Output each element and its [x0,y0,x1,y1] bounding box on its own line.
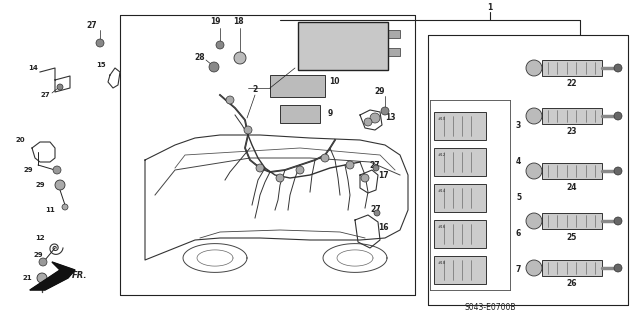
Circle shape [614,112,622,120]
FancyBboxPatch shape [542,213,602,229]
Text: S043-E0700B: S043-E0700B [464,303,516,313]
Circle shape [256,164,264,172]
Circle shape [374,210,380,216]
Text: 2: 2 [252,85,258,94]
Text: 21: 21 [22,275,32,281]
Circle shape [526,163,542,179]
Circle shape [53,166,61,174]
Text: 13: 13 [385,114,396,122]
FancyBboxPatch shape [280,105,320,123]
FancyBboxPatch shape [434,220,486,248]
Circle shape [62,204,68,210]
Text: 27: 27 [371,205,381,214]
Circle shape [321,154,329,162]
Text: 29: 29 [375,87,385,97]
Circle shape [55,180,65,190]
Text: 26: 26 [567,279,577,288]
Circle shape [209,62,219,72]
Text: #10: #10 [438,117,446,121]
Circle shape [323,36,331,44]
FancyBboxPatch shape [434,148,486,176]
Text: 3: 3 [516,122,521,130]
Text: 27: 27 [86,20,97,29]
Circle shape [216,41,224,49]
Text: 24: 24 [567,182,577,191]
Circle shape [276,174,284,182]
Circle shape [39,258,47,266]
Text: FR.: FR. [72,271,88,279]
Text: 28: 28 [310,24,320,33]
Text: 7: 7 [516,265,522,275]
FancyBboxPatch shape [434,256,486,284]
Text: #14: #14 [438,189,446,193]
Circle shape [526,213,542,229]
Text: #18: #18 [438,261,446,265]
Text: 5: 5 [516,194,521,203]
Circle shape [614,217,622,225]
Circle shape [364,118,372,126]
Text: 16: 16 [378,224,388,233]
Text: 11: 11 [45,207,55,213]
Circle shape [57,84,63,90]
Text: 14: 14 [28,65,38,71]
Circle shape [96,39,104,47]
Text: #12: #12 [438,153,446,157]
Circle shape [381,107,389,115]
FancyBboxPatch shape [270,75,325,97]
Circle shape [373,165,379,171]
FancyBboxPatch shape [542,108,602,124]
Text: 10: 10 [329,78,339,86]
Text: 15: 15 [97,62,106,68]
Circle shape [346,161,354,169]
Text: 25: 25 [567,233,577,241]
Text: 4: 4 [516,158,521,167]
Text: 28: 28 [195,54,205,63]
FancyBboxPatch shape [542,163,602,179]
Circle shape [526,260,542,276]
Circle shape [37,273,47,283]
Circle shape [296,166,304,174]
Text: 29: 29 [33,252,43,258]
Text: 1: 1 [488,4,493,12]
Text: 6: 6 [516,229,521,239]
Text: 12: 12 [35,235,45,241]
Text: 23: 23 [567,128,577,137]
FancyBboxPatch shape [542,60,602,76]
Circle shape [226,96,234,104]
Circle shape [234,52,246,64]
Polygon shape [30,262,75,290]
Text: 19: 19 [210,18,220,26]
Text: 18: 18 [233,18,243,26]
Text: 17: 17 [378,170,388,180]
Circle shape [370,113,380,123]
FancyBboxPatch shape [434,184,486,212]
Text: 27: 27 [40,92,50,98]
FancyBboxPatch shape [542,260,602,276]
Circle shape [614,64,622,72]
FancyBboxPatch shape [434,112,486,140]
Text: 9: 9 [328,108,333,117]
Text: 8: 8 [351,26,356,34]
Circle shape [614,264,622,272]
FancyBboxPatch shape [298,22,388,70]
FancyBboxPatch shape [388,30,400,38]
Circle shape [614,167,622,175]
Text: 29: 29 [35,182,45,188]
Circle shape [244,126,252,134]
Circle shape [526,60,542,76]
Text: #16: #16 [438,225,446,229]
FancyBboxPatch shape [388,48,400,56]
Circle shape [526,108,542,124]
Circle shape [361,174,369,182]
Text: 27: 27 [370,160,380,169]
Text: 29: 29 [23,167,33,173]
Text: 20: 20 [15,137,25,143]
Text: 22: 22 [567,79,577,88]
